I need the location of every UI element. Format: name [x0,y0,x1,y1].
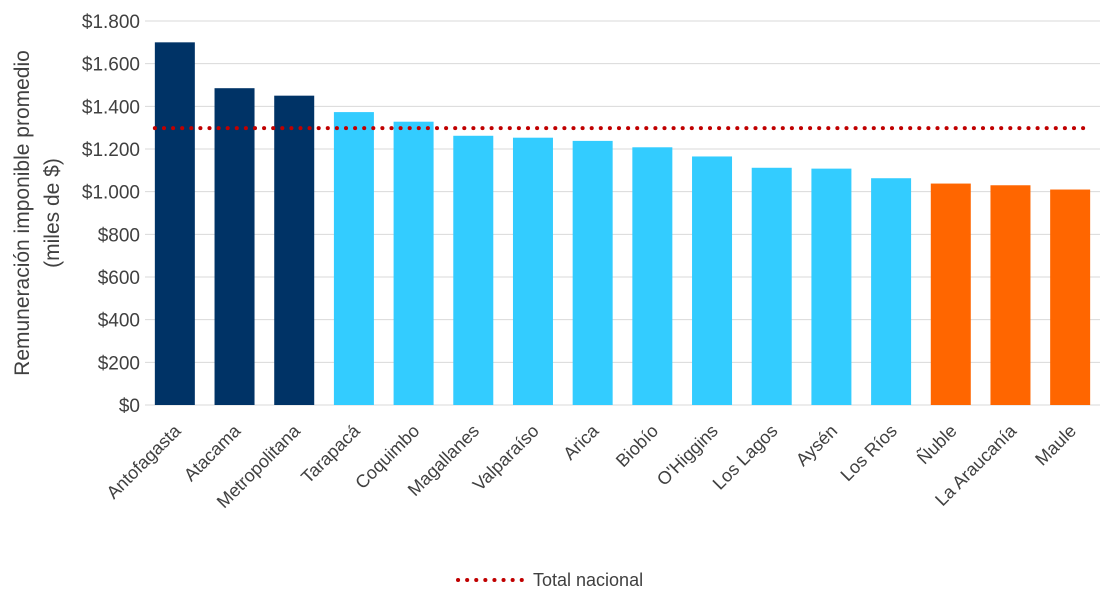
x-category-label: Biobío [612,421,662,471]
y-tick-label: $200 [98,353,140,374]
y-tick-label: $1.400 [82,97,140,118]
y-axis-title-line2: (miles de $) [41,158,64,268]
y-axis-title-line1: Remuneración imponible promedio [11,50,34,376]
bar [333,112,374,406]
bar [453,135,494,406]
y-tick-label: $1.200 [82,140,140,161]
x-category-label: Los Ríos [837,421,901,485]
bars [154,42,1091,406]
legend-label-total-nacional: Total nacional [533,570,643,590]
bar [811,168,852,405]
x-category-label: Maule [1031,421,1080,470]
bar [274,95,315,406]
y-tick-label: $600 [98,268,140,289]
legend: Total nacional [456,570,643,590]
bar [692,156,733,405]
bar [572,140,613,406]
bar [1050,189,1091,405]
bar [512,137,553,405]
bar [990,185,1031,405]
y-tick-label: $1.000 [82,183,140,204]
y-tick-label: $1.600 [82,55,140,76]
y-tick-label: $0 [119,396,140,417]
bar [751,167,792,405]
bar [393,121,434,406]
bar [871,178,912,405]
x-category-label: Antofagasta [103,420,186,503]
x-category-label: Los Lagos [709,421,782,494]
x-category-label: Arica [559,420,603,464]
y-tick-label: $1.800 [82,12,140,33]
bar [154,42,195,405]
bar [214,88,255,405]
y-tick-labels: $0 $200 $400 $600 $800 $1.000 $1.200 $1.400 $1.6… [82,12,140,417]
bar [930,183,971,405]
y-tick-label: $800 [98,225,140,246]
y-tick-label: $400 [98,311,140,332]
x-category-label: Ñuble [913,420,961,468]
bar [632,147,673,405]
x-category-labels: AntofagastaAtacamaMetropolitanaTarapacáC… [103,420,1080,512]
x-category-label: Aysén [792,421,841,470]
